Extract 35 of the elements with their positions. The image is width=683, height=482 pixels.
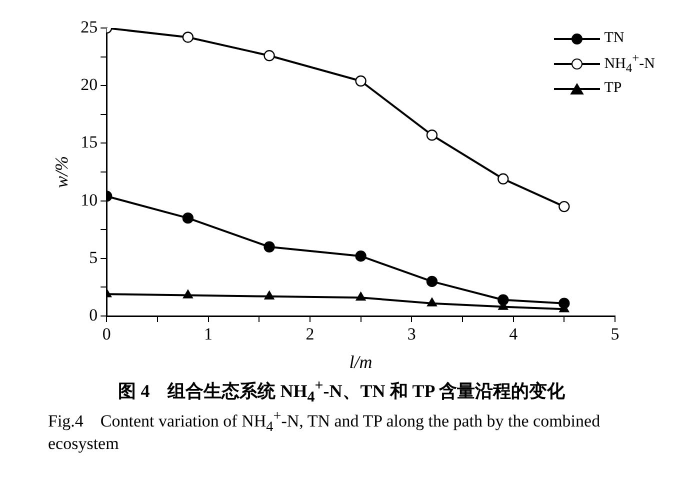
x-tick-label: 4	[509, 324, 518, 344]
point	[182, 32, 194, 43]
point	[183, 290, 193, 298]
y-tick-label: 15	[80, 132, 98, 152]
x-tick-label: 5	[610, 324, 620, 344]
point	[355, 75, 366, 87]
point	[558, 200, 570, 212]
point	[264, 241, 275, 252]
x-tick-label: 0	[102, 324, 111, 344]
point	[426, 130, 438, 141]
point	[498, 173, 509, 185]
y-tick-label: 0	[89, 305, 98, 324]
point	[498, 294, 509, 306]
point	[264, 290, 274, 300]
y-tick-label: 10	[80, 190, 98, 210]
x-tick-label: 3	[407, 324, 416, 344]
point	[427, 298, 437, 306]
y-tick-label: 5	[89, 248, 98, 267]
y-axis-title: w/%	[52, 156, 72, 188]
text: 图 4 组合生态系统 NH$_{4}$$^{+}$-N、TN 和 TP 含量沿程的变化	[117, 378, 566, 407]
point	[356, 292, 366, 301]
y-tick-label: 20	[80, 75, 98, 94]
y-tick-label: 25	[80, 17, 98, 36]
x-axis-title: l/m	[349, 352, 372, 372]
x-tick-label: 1	[204, 324, 213, 344]
legend-label: NH$_{4}$$^{+}$-N	[604, 51, 655, 76]
legend-label: TN	[604, 30, 624, 47]
x-tick-label: 2	[306, 324, 314, 344]
text: Fig.4 Content variation of NH$_{4}$$^{+}$-N, TN and TP along the path by the combined ecosystem	[48, 408, 600, 454]
point	[182, 212, 194, 224]
legend-label: TP	[604, 80, 622, 97]
point	[558, 298, 570, 309]
point	[264, 50, 275, 62]
point	[355, 250, 366, 262]
point	[426, 276, 438, 288]
